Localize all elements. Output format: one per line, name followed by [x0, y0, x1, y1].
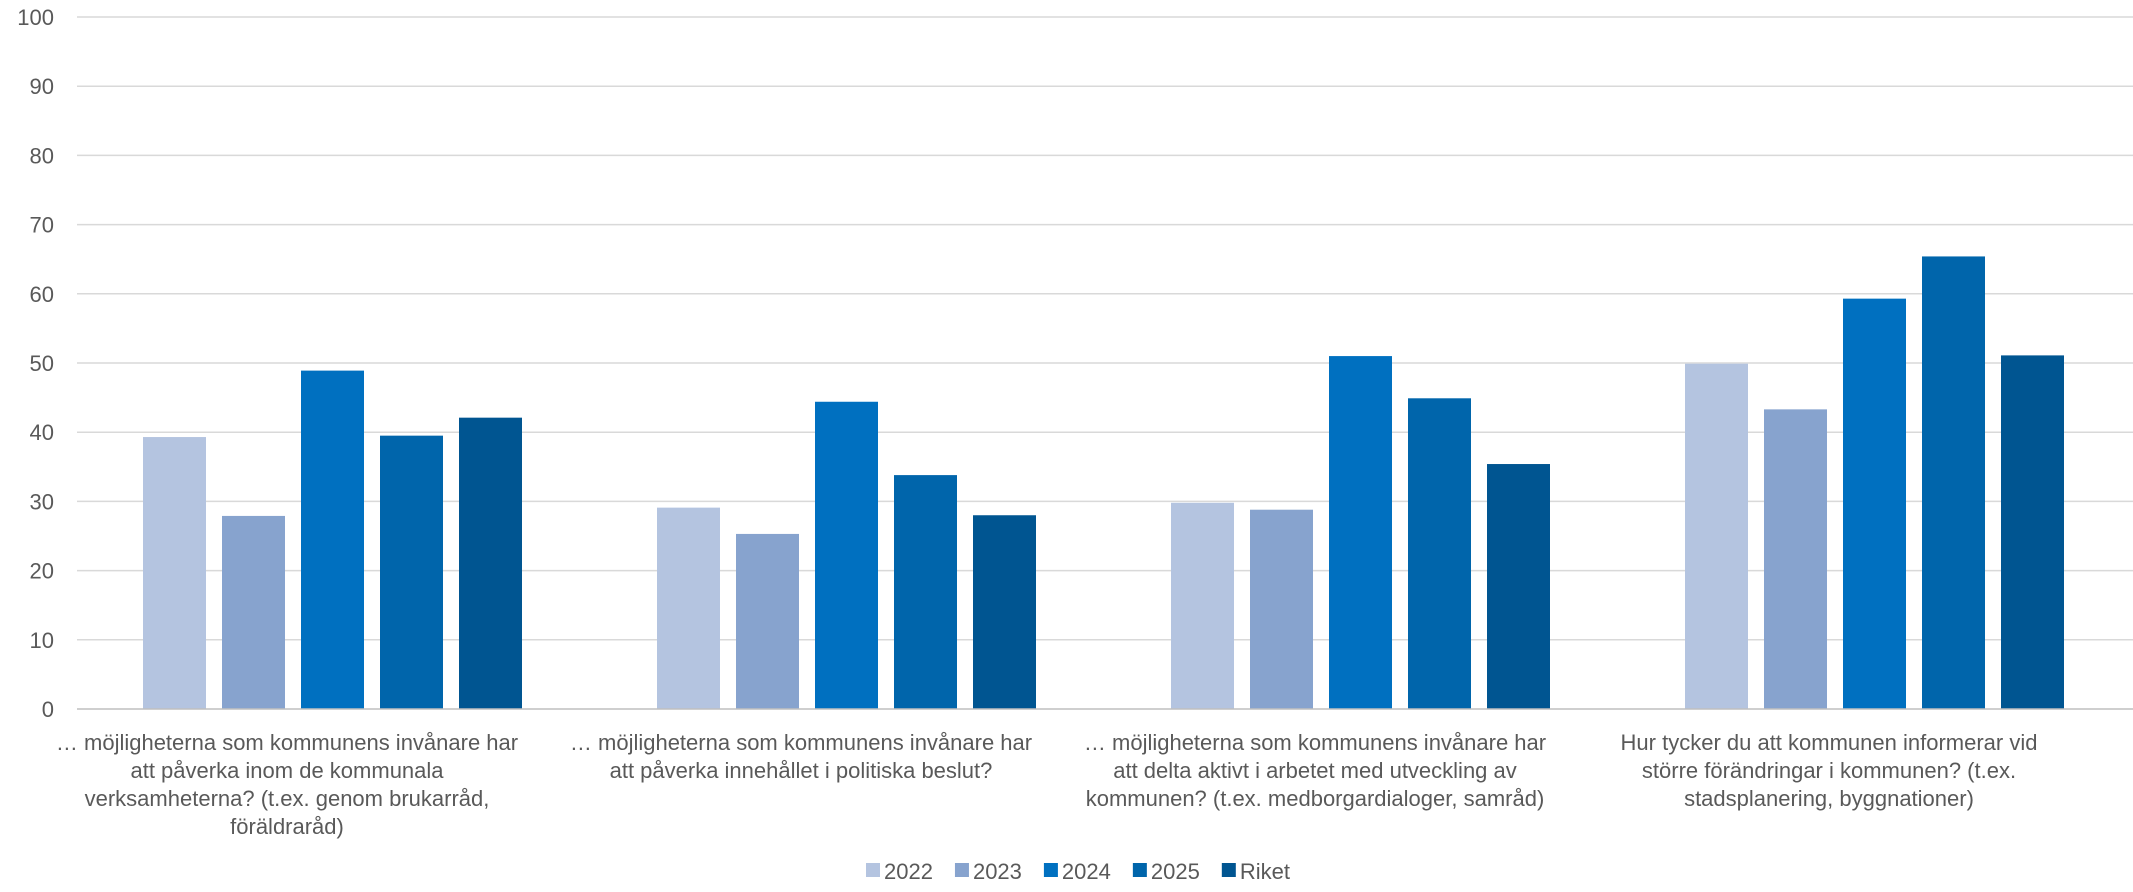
legend-label-2025: 2025	[1151, 859, 1200, 884]
legend-label-2023: 2023	[973, 859, 1022, 884]
bar-riket-cat3	[1487, 464, 1550, 709]
y-tick-label: 90	[30, 74, 54, 99]
bar-riket-cat2	[973, 515, 1036, 709]
bars	[143, 256, 2064, 709]
y-tick-label: 40	[30, 420, 54, 445]
category-label-line: verksamheterna? (t.ex. genom brukarråd,	[85, 786, 490, 811]
category-label-line: föräldraråd)	[230, 814, 344, 839]
category-label-line: att påverka inom de kommunala	[130, 758, 444, 783]
bar-2024-cat2	[815, 401, 878, 709]
bar-2022-cat2	[657, 507, 720, 709]
legend-swatch-riket	[1221, 863, 1236, 877]
bar-2023-cat4	[1764, 409, 1827, 709]
bar-2022-cat4	[1685, 363, 1748, 709]
legend: 2022 2023 2024 2025 Riket	[866, 859, 1290, 884]
category-label-line: att påverka innehållet i politiska beslu…	[610, 758, 993, 783]
y-tick-label: 80	[30, 143, 54, 168]
legend-label-2022: 2022	[884, 859, 933, 884]
legend-swatch-2024	[1043, 863, 1058, 877]
legend-label-riket: Riket	[1240, 859, 1290, 884]
bar-2025-cat4	[1922, 256, 1985, 709]
bar-2024-cat4	[1843, 298, 1906, 709]
y-tick-label: 60	[30, 282, 54, 307]
y-tick-label: 30	[30, 489, 54, 514]
category-label-line: stadsplanering, byggnationer)	[1684, 786, 1974, 811]
category-label-line: … möjligheterna som kommunens invånare h…	[56, 730, 518, 755]
y-tick-label: 20	[30, 559, 54, 584]
category-label-line: kommunen? (t.ex. medborgardialoger, samr…	[1086, 786, 1545, 811]
bar-2023-cat1	[222, 515, 285, 709]
bar-2024-cat1	[301, 370, 364, 709]
bar-2023-cat2	[736, 533, 799, 709]
legend-swatch-2023	[954, 863, 969, 877]
bar-riket-cat4	[2001, 355, 2064, 709]
legend-label-2024: 2024	[1062, 859, 1111, 884]
bar-2022-cat3	[1171, 502, 1234, 709]
category-label-line: att delta aktivt i arbetet med utvecklin…	[1113, 758, 1517, 783]
bar-2022-cat1	[143, 437, 206, 709]
bar-2025-cat3	[1408, 398, 1471, 709]
legend-swatch-2022	[866, 863, 880, 877]
legend-swatch-2025	[1132, 863, 1147, 877]
y-axis-ticks: 0 10 20 30 40 50 60 70 80 90 100	[17, 5, 54, 722]
bar-2024-cat3	[1329, 356, 1392, 709]
category-labels: … möjligheterna som kommunens invånare h…	[56, 730, 2038, 839]
y-tick-label: 70	[30, 213, 54, 238]
category-label-line: … möjligheterna som kommunens invånare h…	[570, 730, 1032, 755]
y-tick-label: 100	[17, 5, 54, 30]
bar-2025-cat1	[380, 435, 443, 709]
y-tick-label: 50	[30, 351, 54, 376]
bar-2025-cat2	[894, 475, 957, 709]
y-tick-label: 0	[42, 697, 54, 722]
category-label-line: … möjligheterna som kommunens invånare h…	[1084, 730, 1546, 755]
y-tick-label: 10	[30, 628, 54, 653]
category-label-line: större förändringar i kommunen? (t.ex.	[1642, 758, 2016, 783]
bar-2023-cat3	[1250, 509, 1313, 709]
bar-riket-cat1	[459, 417, 522, 709]
category-label-line: Hur tycker du att kommunen informerar vi…	[1621, 730, 2038, 755]
